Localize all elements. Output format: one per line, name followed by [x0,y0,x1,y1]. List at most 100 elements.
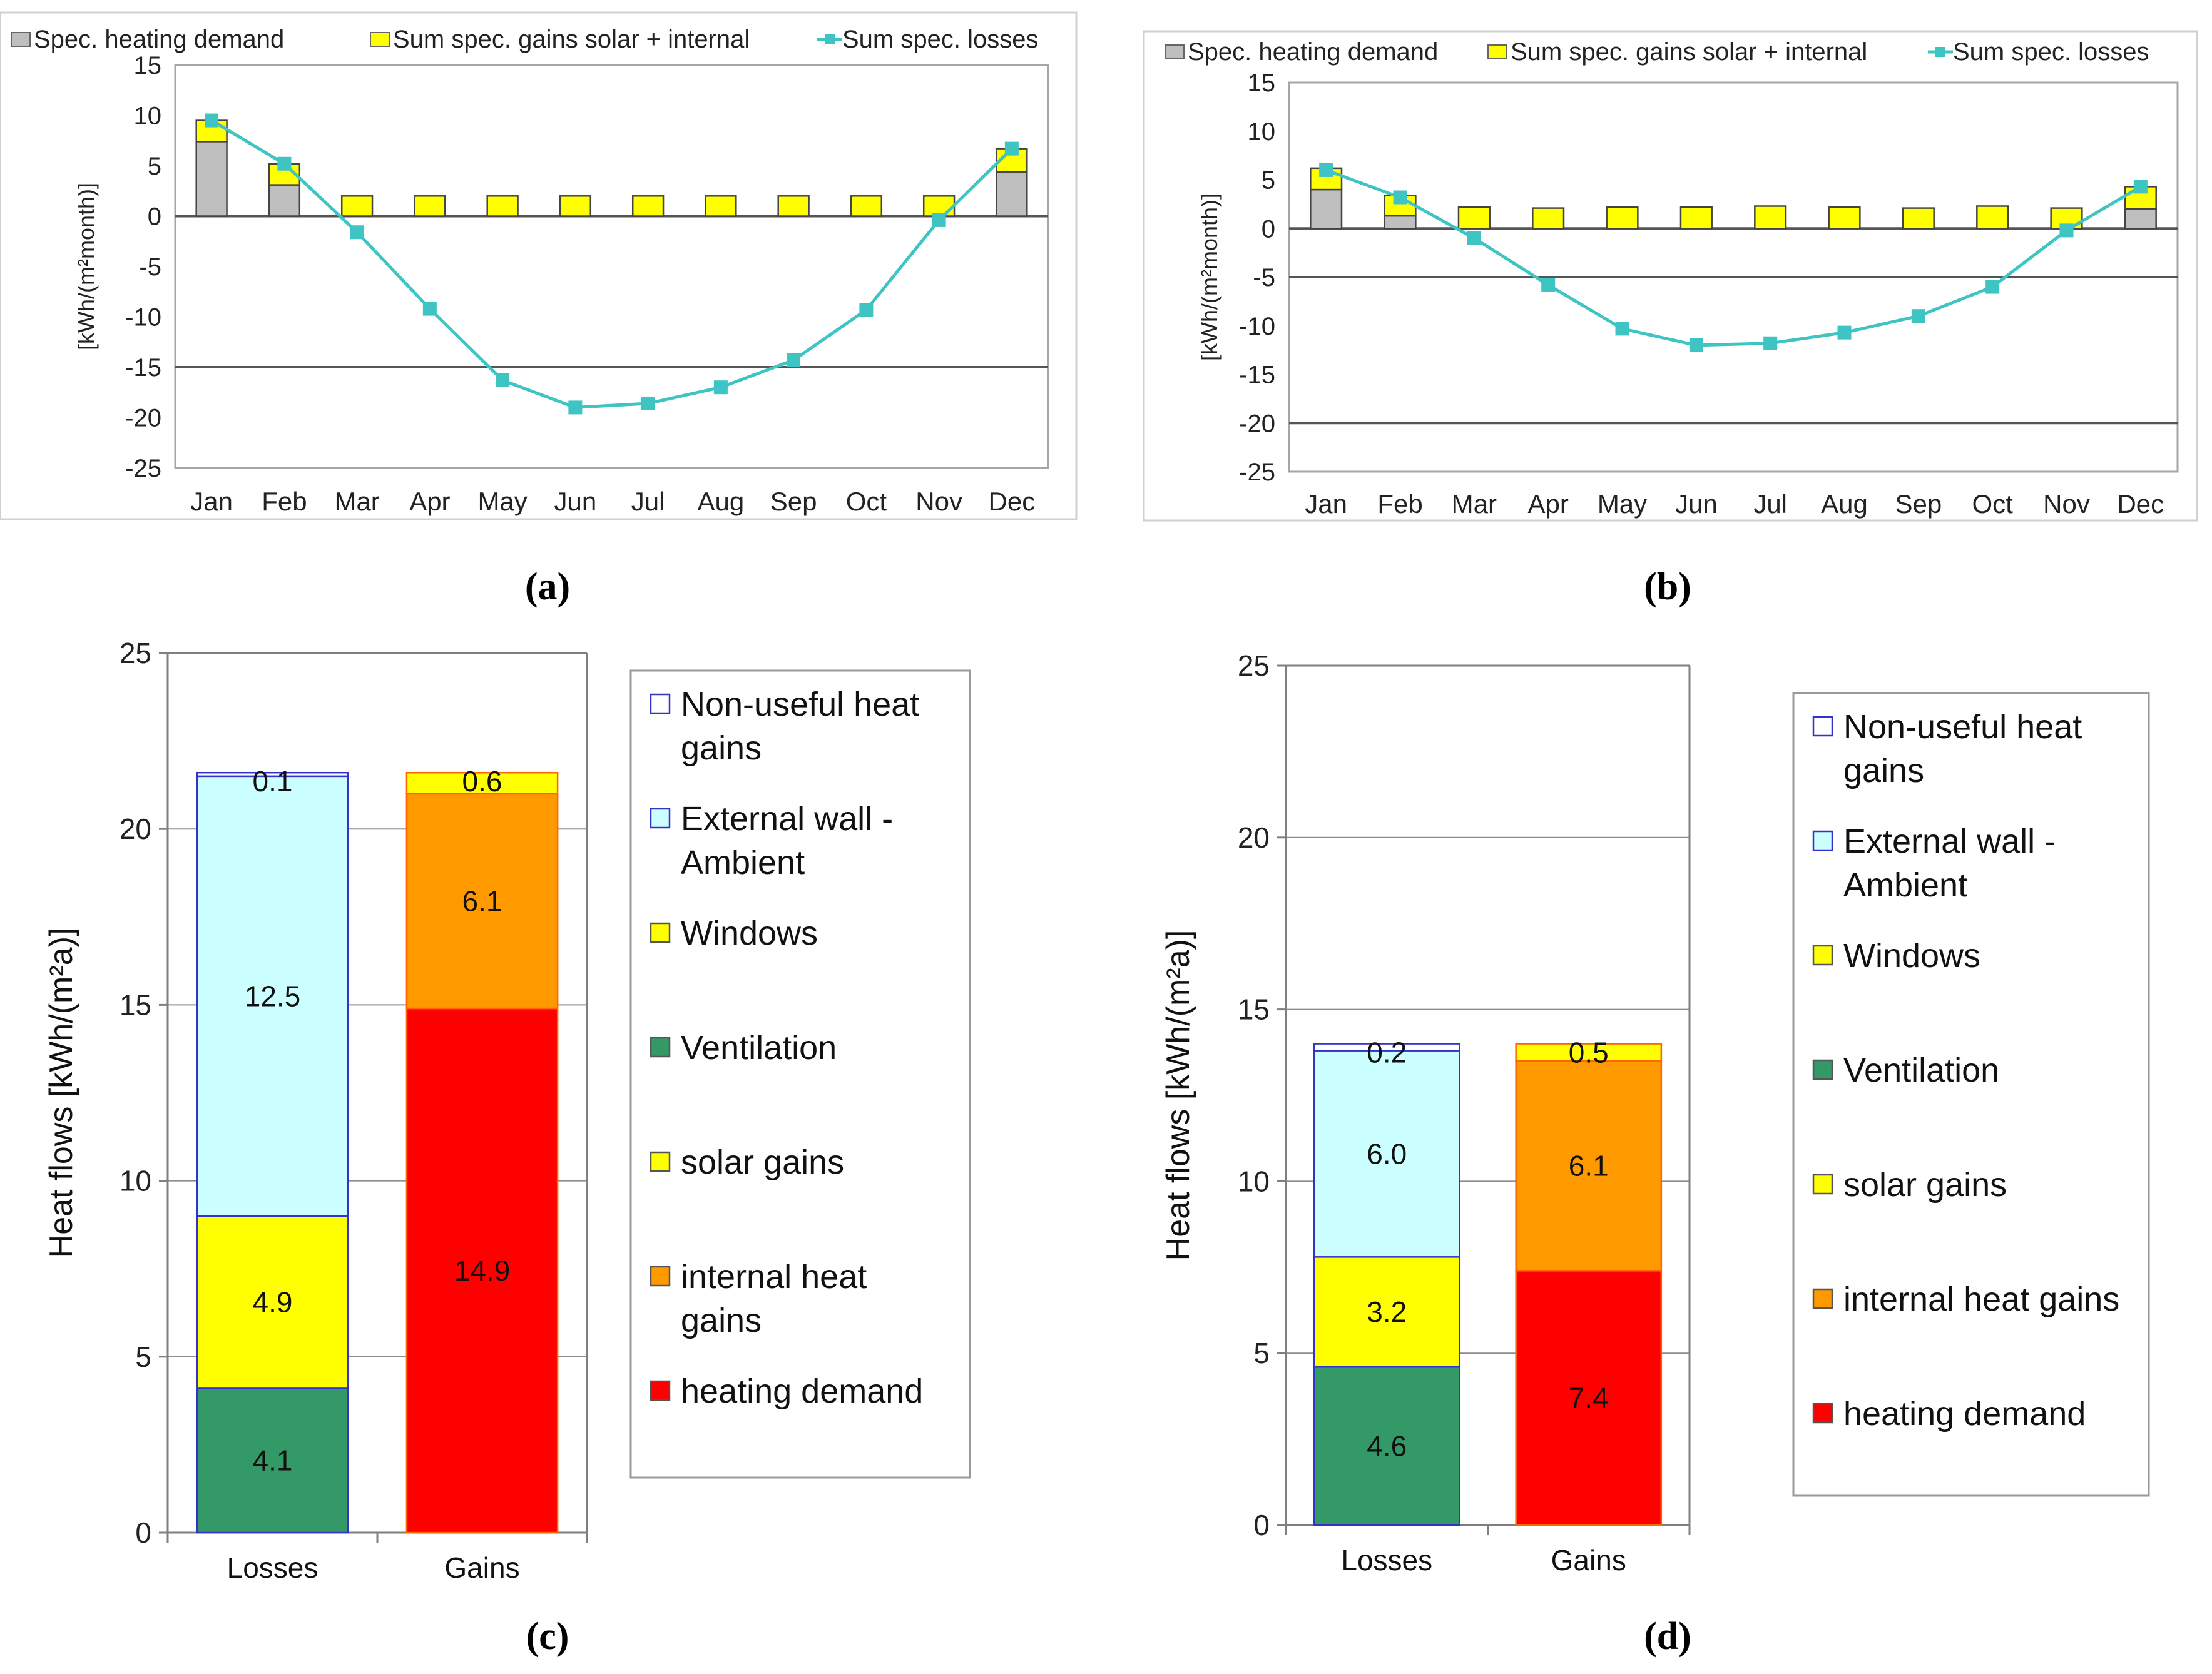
y-tick-label: -20 [125,405,161,432]
legend-label: Windows [681,915,818,952]
legend: Non-useful heat gains External wall - Ambie… [629,669,971,1479]
point-sum-spec-losses [1689,338,1703,352]
bar-heating-demand [2124,208,2157,230]
legend: Spec. heating demand Sum spec. gains sola… [1165,38,2149,66]
y-tick-label: 15 [1238,993,1270,1026]
y-tick-label: -5 [139,253,161,281]
legend-swatch-internal-heat-gains [1812,1288,1833,1309]
legend-label: Ventilation [1843,1052,1999,1089]
x-tick-label: Nov [2043,489,2090,519]
legend-swatch-heating-demand [11,32,31,47]
data-label: 3.2 [1367,1296,1407,1328]
bar-gains [922,195,956,217]
point-sum-spec-losses [1615,322,1629,336]
y-tick-label: 5 [135,1341,151,1373]
legend-label: Sum spec. gains solar + internal [393,26,750,53]
bar-heating-demand [195,141,228,217]
x-tick-label: Mar [1452,489,1497,519]
point-sum-spec-losses [1004,141,1019,156]
bar-segment-heating-demand [1515,1270,1663,1526]
legend-label: External wall - [681,800,893,838]
x-tick-label: Dec [989,487,1036,516]
y-tick-label: -15 [1239,362,1275,389]
x-tick-label: Losses [227,1551,319,1584]
panel-label: (a) [525,566,570,608]
point-sum-spec-losses [1541,278,1556,292]
data-label: 4.6 [1367,1430,1407,1463]
bar-gains [1754,205,1787,230]
legend-swatch-losses-marker [825,34,835,44]
x-tick-label: Oct [1972,489,2013,519]
line-sum-spec-losses [210,119,1013,409]
y-tick-label: -25 [1239,459,1275,486]
bar-segment-external-wall-ambient [1313,1050,1460,1258]
data-label: 0.6 [462,765,502,798]
x-tick-label: Oct [846,487,887,516]
x-tick-label: Feb [1377,489,1422,519]
chart-frame [0,11,1078,520]
data-label: 4.1 [253,1444,293,1477]
x-tick-label: Aug [698,487,745,516]
y-tick-label: -10 [125,304,161,332]
data-label: 0.5 [1569,1037,1609,1069]
point-sum-spec-losses [1985,280,2000,294]
x-tick-label: Apr [1527,489,1568,519]
x-tick-label: Jul [631,487,665,516]
panel-a-monthly-balance-chart: Spec. heating demand Sum spec. gains sola… [0,11,1078,608]
bar-gains [1532,207,1565,230]
y-tick-label: 10 [1238,1165,1270,1197]
legend-label: External wall - [1843,823,2056,860]
y-tick-label: 15 [134,52,162,79]
bar-segment-internal-heat-gains [1515,1060,1663,1272]
point-sum-spec-losses [932,213,946,227]
data-label: 0.1 [253,765,293,798]
data-label: 6.0 [1367,1137,1407,1170]
bar-gains [850,195,883,217]
x-tick-label: Gains [444,1551,519,1584]
legend-swatch-gains [1487,44,1507,59]
bar-segment-ventilation [196,1387,349,1534]
point-sum-spec-losses [277,156,292,171]
y-tick-label: -15 [125,354,161,382]
legend-label: solar gains [1843,1166,2007,1204]
point-sum-spec-losses [1763,336,1778,350]
point-sum-spec-losses [422,302,437,316]
point-sum-spec-losses [496,373,510,387]
point-sum-spec-losses [1393,190,1407,205]
bar-heating-demand [996,171,1028,217]
line-sum-spec-losses [1325,168,2142,347]
legend-swatch-losses-marker [1935,47,1945,57]
bar-segment-external-wall-ambient [196,775,349,1217]
legend-swatch-heating-demand [1812,1403,1833,1424]
x-tick-label: Jul [1753,489,1787,519]
bar-gains [486,195,519,217]
legend-swatch-non-useful-heat-gains [1812,716,1833,737]
data-label: 4.9 [253,1286,293,1319]
legend-swatch-ventilation [650,1037,671,1058]
legend-label: internal heat [681,1258,867,1296]
bar-segment-windows [1313,1256,1460,1368]
legend-swatch-non-useful-heat-gains [650,693,671,714]
legend-swatch-external-wall-ambient [650,808,671,829]
legend-label: Ambient [681,844,805,881]
legend-swatch-ventilation [1812,1059,1833,1080]
data-label: 7.4 [1569,1382,1609,1414]
legend-swatch-windows [650,922,671,943]
legend-label: Ambient [1843,866,1967,904]
point-sum-spec-losses [1319,163,1333,177]
x-tick-label: Mar [334,487,379,516]
y-tick-label: 10 [120,1165,151,1197]
legend-label: Sum spec. losses [1953,38,2149,66]
bar-heating-demand [268,184,301,217]
legend-label: Spec. heating demand [34,26,284,53]
legend-label: Windows [1843,937,1980,975]
plot-area [174,64,1049,469]
x-tick-label: Feb [262,487,307,516]
y-axis-label: [kWh/(m²month)] [1196,193,1222,361]
y-tick-label: 0 [135,1516,151,1549]
bar-segment-ventilation [1313,1366,1460,1526]
legend-label: heating demand [1843,1395,2086,1433]
panel-d-heat-flow-stacked-chart: 0 5 10 15 20 25 Heat flows [kWh/(m²a)] 4.6 3.2 6.… [1160,649,2150,1658]
y-tick-label: 15 [1248,69,1276,97]
point-sum-spec-losses [641,396,655,410]
